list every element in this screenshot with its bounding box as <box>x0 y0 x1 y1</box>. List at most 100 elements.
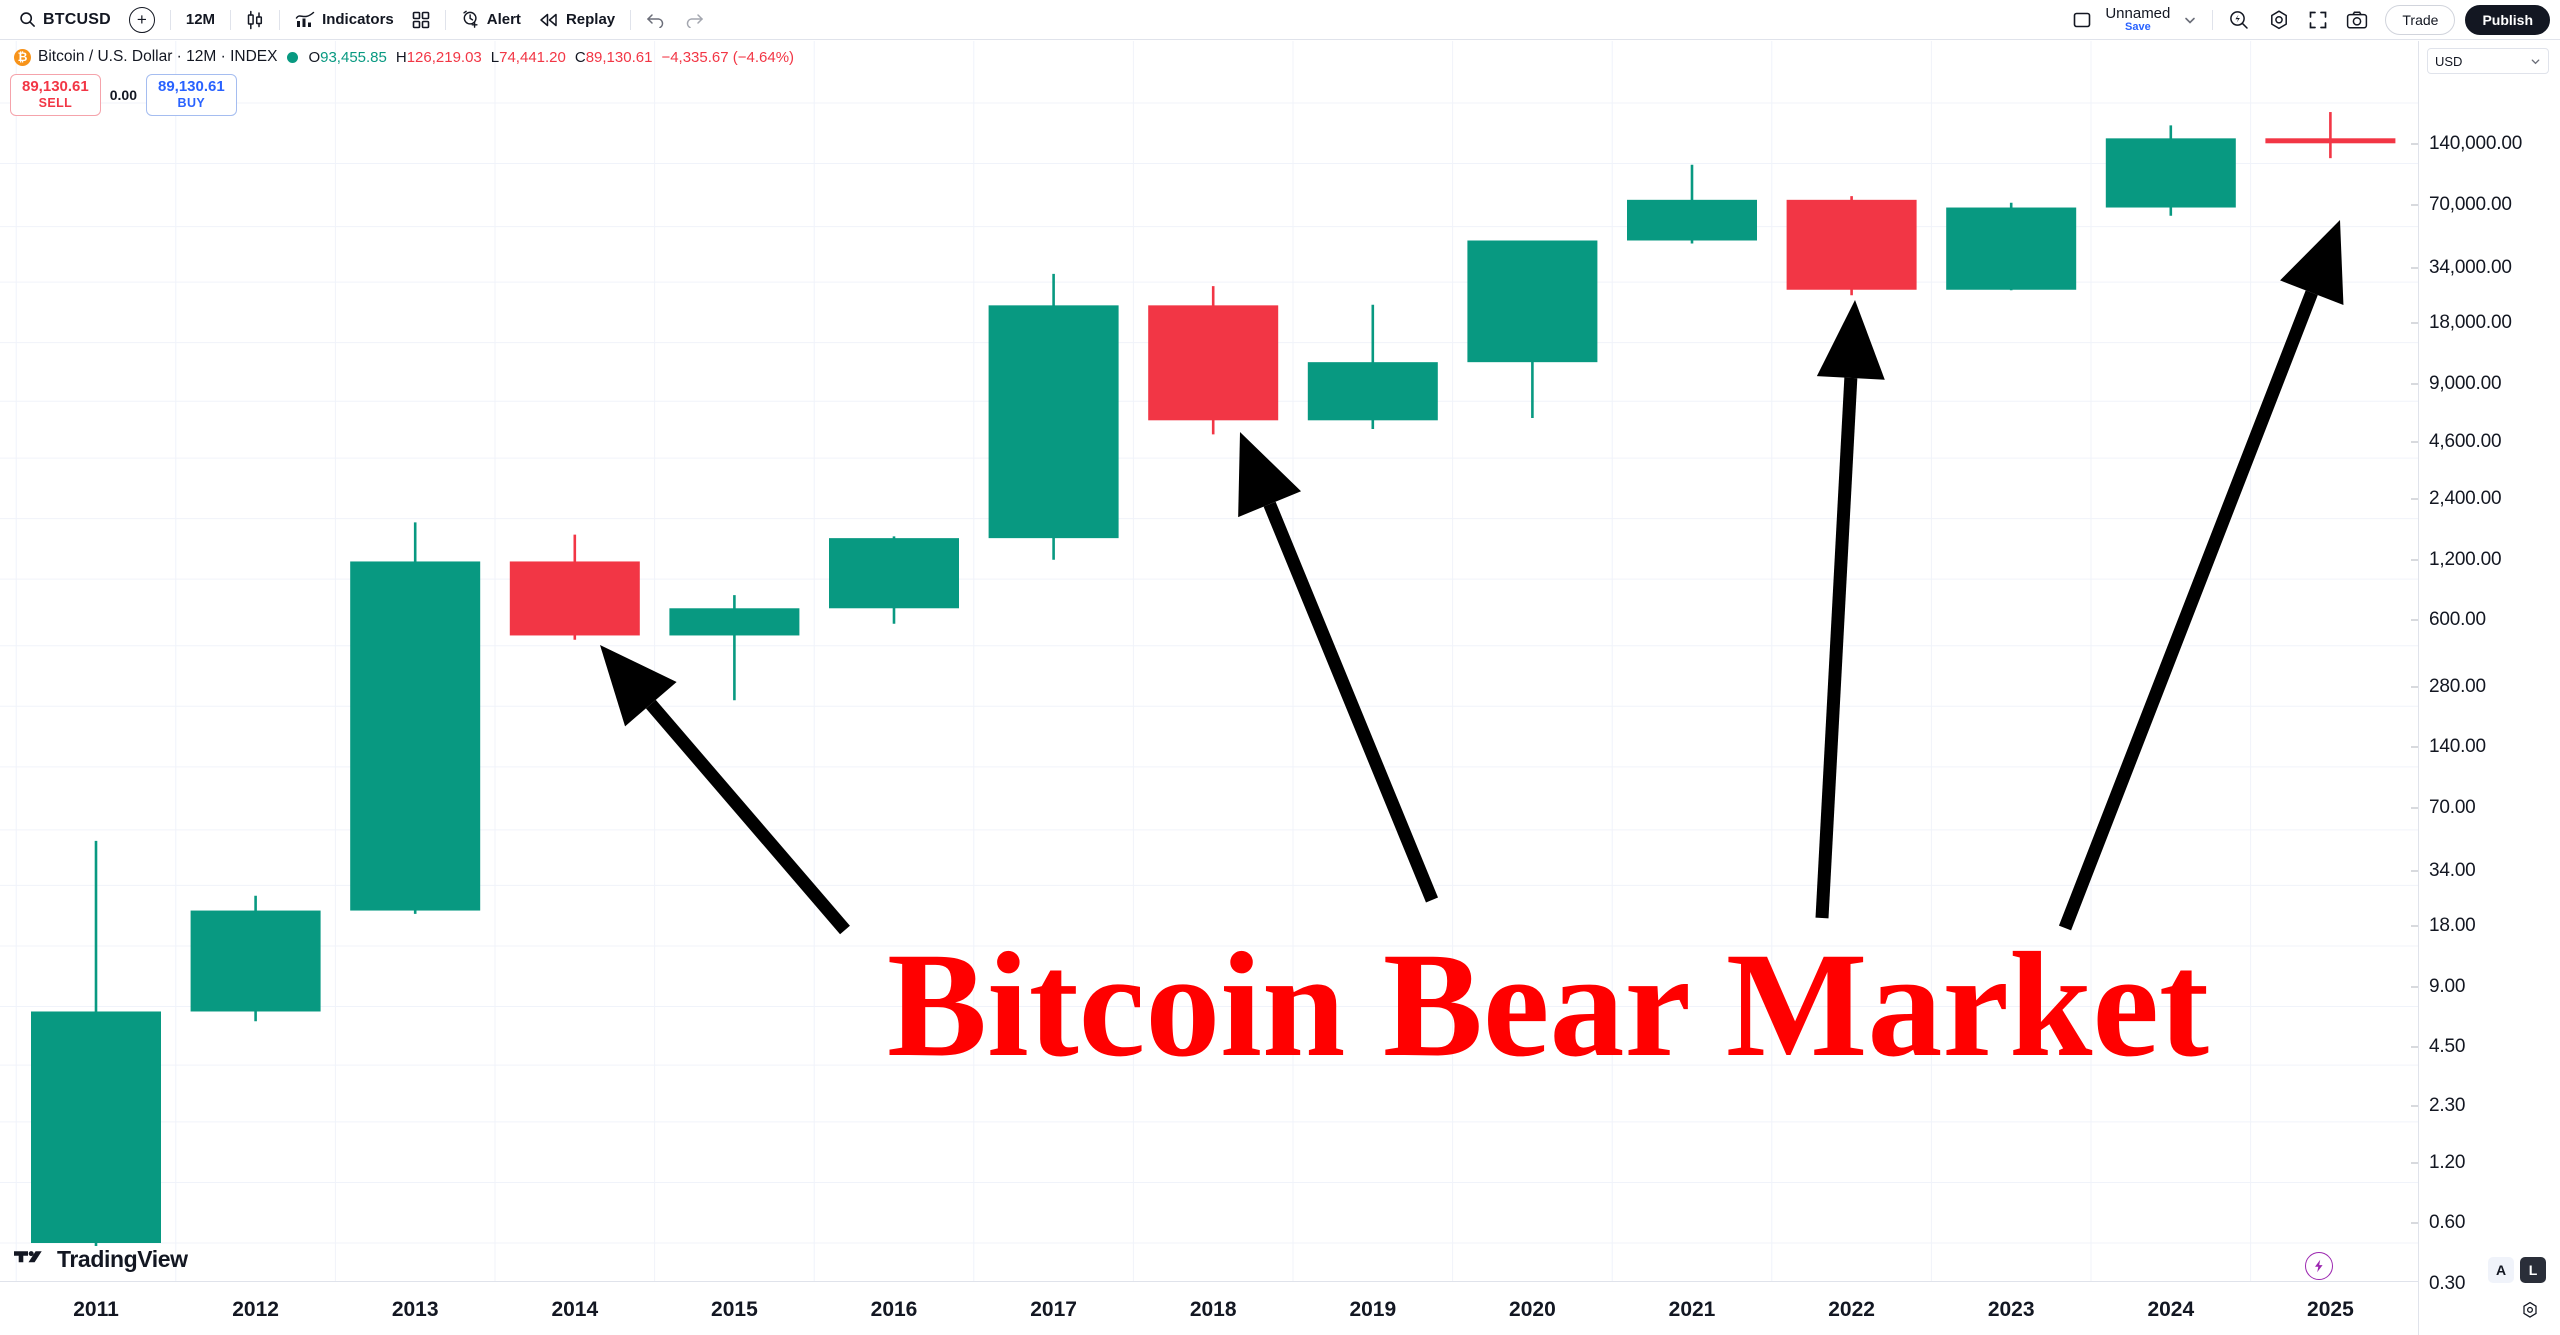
toolbar-divider-5 <box>630 9 632 30</box>
time-tick-label: 2021 <box>1668 1298 1716 1321</box>
arrow-head <box>600 645 677 727</box>
gear-hexagon-icon <box>2268 9 2290 31</box>
price-tick-label: 2,400.00 <box>2429 488 2502 510</box>
price-tick-mark <box>2411 441 2418 443</box>
price-tick-label: 1,200.00 <box>2429 548 2502 570</box>
candle-body <box>509 561 640 636</box>
market-status-dot-icon <box>287 51 299 63</box>
candlestick <box>829 536 959 624</box>
layout-dropdown-button[interactable] <box>2174 5 2206 35</box>
price-tick-mark <box>2411 322 2418 324</box>
trade-button[interactable]: Trade <box>2385 4 2456 35</box>
buy-label: BUY <box>177 95 206 110</box>
timeframe-button[interactable]: 12M <box>177 5 224 35</box>
fullscreen-button[interactable] <box>2299 5 2337 35</box>
symbol-search-button[interactable]: BTCUSD <box>10 5 120 35</box>
price-tick-mark <box>2411 143 2418 145</box>
candle-body <box>2265 138 2396 144</box>
time-tick-label: 2011 <box>73 1298 119 1321</box>
timeframe-label: 12M <box>185 11 216 28</box>
plus-circle-icon: + <box>128 6 155 33</box>
layout-square-icon <box>2072 10 2092 30</box>
arrow-head <box>2280 220 2344 306</box>
chart-settings-button[interactable] <box>2259 5 2299 35</box>
ohlc-change: −4,335.67 (−4.64%) <box>661 48 795 66</box>
price-tick-label: 34,000.00 <box>2429 256 2512 278</box>
quick-search-button[interactable] <box>2219 5 2259 35</box>
price-tick-mark <box>2411 1046 2418 1048</box>
candlestick <box>1946 202 2077 291</box>
publish-button[interactable]: Publish <box>2465 4 2550 35</box>
auto-scale-button[interactable]: A <box>2488 1257 2514 1283</box>
replay-button[interactable]: Replay <box>530 5 624 35</box>
toolbar-divider-2 <box>230 9 232 30</box>
annotation-arrow <box>600 645 850 935</box>
layout-select-button[interactable] <box>2063 5 2101 35</box>
templates-button[interactable] <box>403 5 439 35</box>
price-tick-mark <box>2411 746 2418 748</box>
chevron-down-icon <box>2183 13 2197 27</box>
time-tick-label: 2020 <box>1509 1298 1556 1321</box>
layout-name-button[interactable]: Unnamed Save <box>2101 6 2174 33</box>
layout-save-link[interactable]: Save <box>2125 20 2151 33</box>
price-tick-label: 70.00 <box>2429 796 2476 818</box>
price-tick-label: 1.20 <box>2429 1151 2466 1173</box>
currency-selector[interactable]: USD <box>2427 48 2549 74</box>
time-axis[interactable]: 2011 2012 2013 2014 2015 2016 2017 2018 2019 2020… <box>0 1281 2418 1335</box>
redo-button[interactable] <box>675 5 713 35</box>
price-tick-mark <box>2411 267 2418 269</box>
time-tick-label: 2015 <box>711 1298 758 1321</box>
candlestick <box>2105 125 2236 216</box>
undo-arrow-icon <box>646 12 666 28</box>
toolbar-divider-4 <box>444 9 446 30</box>
chevron-down-icon <box>2530 56 2541 67</box>
candle-body <box>1786 199 1917 290</box>
price-tick-label: 9.00 <box>2429 975 2466 997</box>
arrow-shaft <box>1815 377 1858 919</box>
bottom-settings-button[interactable] <box>2520 1300 2540 1325</box>
tradingview-mark-icon <box>14 1250 48 1270</box>
log-scale-button[interactable]: L <box>2520 1257 2546 1283</box>
price-tick-mark <box>2411 925 2418 927</box>
fullscreen-icon <box>2308 10 2328 30</box>
snapshot-button[interactable] <box>2337 5 2377 35</box>
price-tick-label: 280.00 <box>2429 675 2486 697</box>
legend-title[interactable]: Bitcoin / U.S. Dollar · 12M · INDEX <box>38 48 278 65</box>
price-axis[interactable]: USD 140,000.00 70,000.00 34,000.00 18,000.0… <box>2411 41 2560 1335</box>
buy-button[interactable]: 89,130.61 BUY <box>145 74 237 116</box>
add-symbol-button[interactable]: + <box>120 5 164 35</box>
price-tick-label: 4.50 <box>2429 1036 2466 1058</box>
candlestick-icon <box>246 10 264 30</box>
alert-label: Alert <box>486 11 521 28</box>
candle-body <box>1148 305 1279 421</box>
chart-legend: ₿ Bitcoin / U.S. Dollar · 12M · INDEX O9… <box>14 48 796 66</box>
candlestick <box>1627 164 1757 244</box>
tradingview-logo[interactable]: TradingView <box>14 1246 188 1273</box>
price-tick-mark <box>2411 1105 2418 1107</box>
indicators-button[interactable]: Indicators <box>286 5 403 35</box>
candlestick <box>350 522 481 914</box>
chart-canvas[interactable]: Bitcoin Bear Market <box>0 41 2418 1281</box>
price-tick-label: 140.00 <box>2429 736 2486 758</box>
sell-button[interactable]: 89,130.61 SELL <box>10 74 101 116</box>
lightning-bolt-icon[interactable] <box>2305 1252 2333 1280</box>
arrow-head <box>1238 432 1302 518</box>
candle-body <box>1467 240 1598 363</box>
price-tick-mark <box>2411 559 2418 561</box>
candle-body <box>829 538 959 609</box>
arrow-head <box>1816 300 1885 380</box>
time-tick-label: 2024 <box>2147 1298 2195 1321</box>
alert-button[interactable]: Alert <box>452 5 530 35</box>
undo-button[interactable] <box>637 5 675 35</box>
currency-label: USD <box>2435 53 2463 69</box>
price-tick-label: 0.60 <box>2429 1212 2466 1234</box>
candle-body <box>988 305 1119 539</box>
price-tick-mark <box>2411 686 2418 688</box>
candlestick <box>1467 240 1598 418</box>
price-tick-mark <box>2411 204 2418 206</box>
candlestick <box>2265 112 2396 159</box>
toolbar-divider-3 <box>279 9 281 30</box>
candle-body <box>190 910 321 1012</box>
toolbar-divider-6 <box>2212 9 2214 30</box>
chart-style-button[interactable] <box>237 5 273 35</box>
